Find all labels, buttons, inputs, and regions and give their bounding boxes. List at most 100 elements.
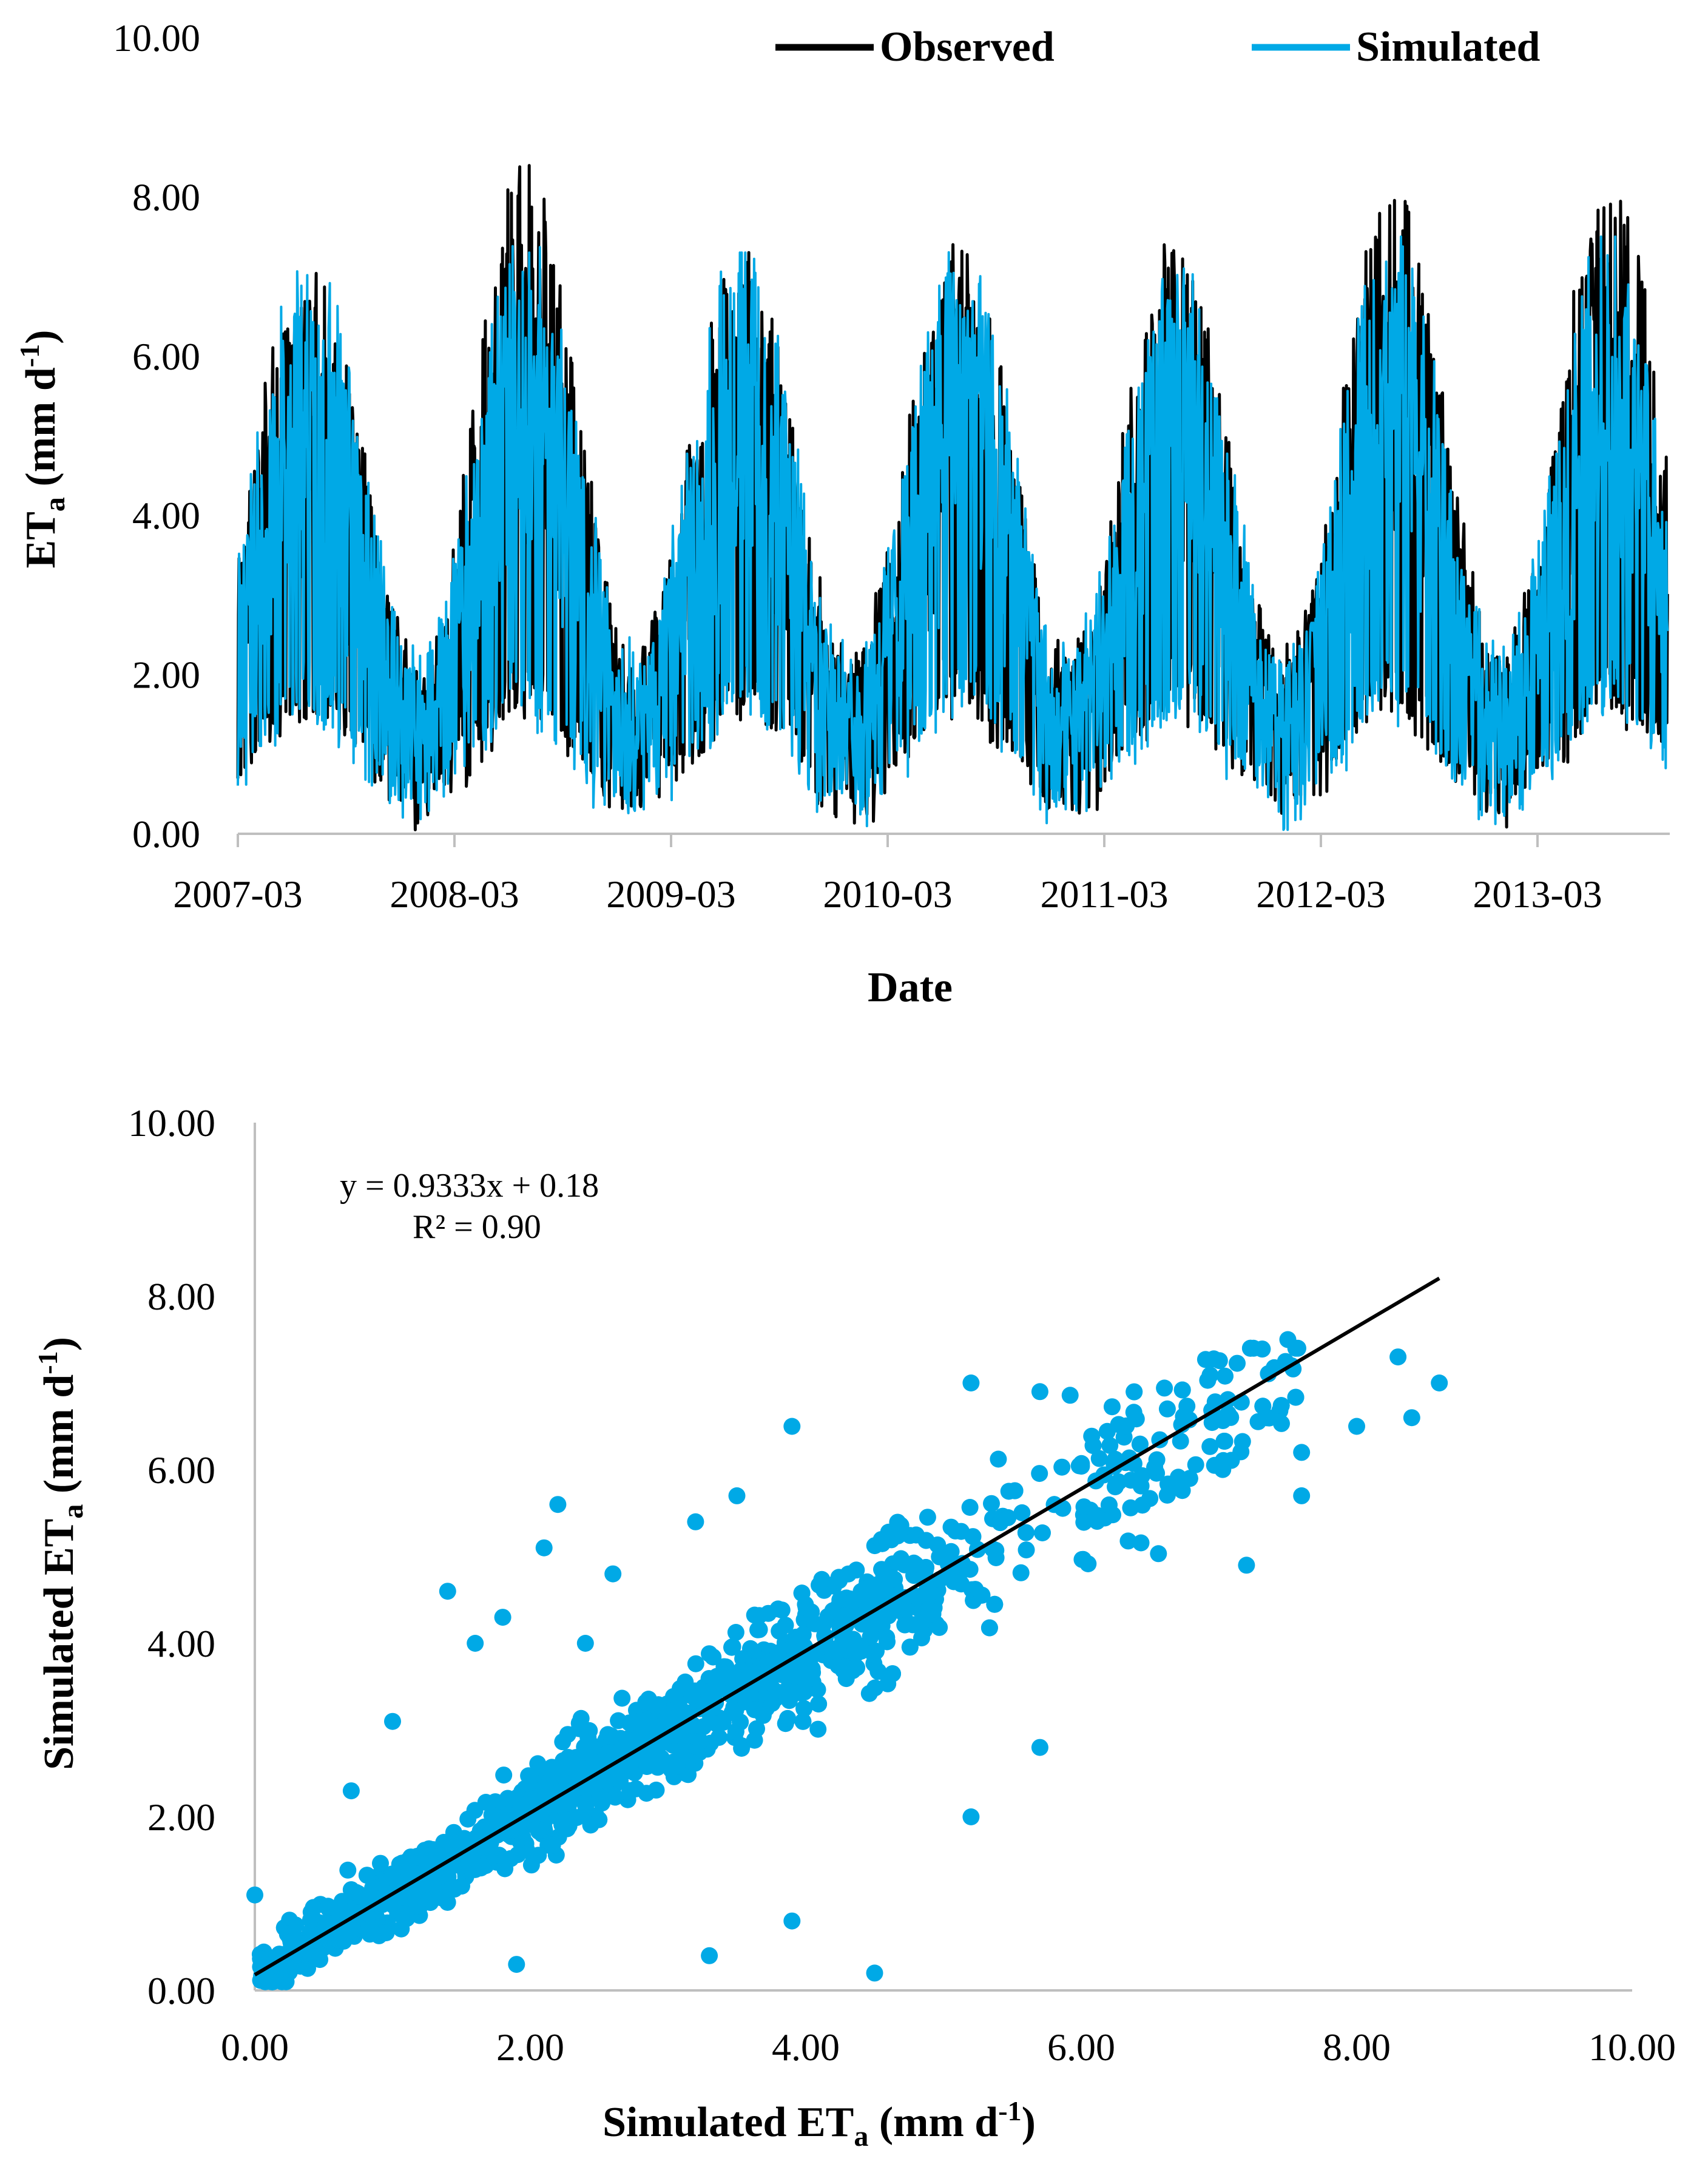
scatter-point	[783, 1912, 801, 1930]
scatter-point	[987, 1541, 1005, 1559]
scatter-point	[556, 1759, 573, 1776]
scatter-point	[1107, 1450, 1124, 1468]
scatter-point	[494, 1609, 511, 1626]
scatter-point	[1125, 1404, 1143, 1421]
scatter-point	[1238, 1557, 1255, 1574]
scatter-point	[724, 1638, 741, 1655]
scatter-point	[490, 1847, 508, 1864]
ts-y-tick-label: 0.00	[132, 813, 200, 856]
scatter-point	[1258, 1409, 1275, 1427]
sc-x-tick-label: 4.00	[772, 2026, 840, 2069]
scatter-point	[535, 1800, 552, 1818]
scatter-point	[467, 1635, 484, 1652]
scatter-point	[773, 1601, 791, 1619]
scatter-point	[606, 1741, 623, 1759]
scatter-point	[866, 1679, 884, 1697]
scatter-point	[1110, 1416, 1127, 1433]
scatter-point	[1017, 1524, 1035, 1541]
ts-x-axis-title: Date	[868, 964, 953, 1011]
ts-y-axis-title: ETa (mm d-1)	[14, 330, 71, 569]
scatter-point	[511, 1797, 529, 1815]
scatter-point	[570, 1714, 588, 1732]
scatter-point	[695, 1718, 712, 1736]
scatter-point	[783, 1418, 801, 1435]
scatter-point	[986, 1595, 1004, 1613]
ts-x-tick-label: 2008-03	[390, 873, 519, 916]
scatter-point	[1241, 1339, 1259, 1357]
scatter-point	[483, 1806, 501, 1824]
scatter-point	[432, 1889, 450, 1907]
sc-x-tick-label: 0.00	[221, 2026, 289, 2069]
scatter-point	[453, 1833, 471, 1850]
scatter-point	[803, 1603, 820, 1621]
scatter-point	[1075, 1498, 1093, 1516]
scatter-point	[668, 1758, 686, 1775]
scatter-point	[1075, 1513, 1093, 1531]
scatter-point	[1210, 1352, 1228, 1370]
scatter-point	[1187, 1456, 1204, 1473]
scatter-point	[1101, 1437, 1119, 1454]
scatter-point	[964, 1528, 982, 1546]
sc-x-tick-label: 2.00	[496, 2026, 564, 2069]
ts-legend: Observed Simulated	[775, 24, 1540, 70]
scatter-point	[1216, 1433, 1234, 1450]
scatter-point	[701, 1947, 718, 1964]
scatter-point	[700, 1670, 718, 1688]
scatter-point	[1119, 1532, 1137, 1550]
scatter-point	[567, 1749, 585, 1766]
scatter-point	[741, 1684, 759, 1702]
scatter-point	[990, 1450, 1007, 1468]
scatter-point	[394, 1905, 411, 1923]
scatter-point	[763, 1695, 781, 1712]
scatter-point	[874, 1535, 891, 1552]
ts-y-tick-label: 8.00	[132, 175, 200, 218]
scatter-point	[1403, 1409, 1420, 1427]
scatter-point	[793, 1584, 811, 1602]
scatter-point	[1132, 1534, 1150, 1552]
scatter-point	[477, 1794, 495, 1811]
scatter-point	[867, 1643, 885, 1660]
scatter-point	[862, 1628, 879, 1646]
scatter-point	[815, 1615, 832, 1633]
scatter-point	[1173, 1381, 1191, 1399]
ts-x-tick-label: 2009-03	[606, 873, 735, 916]
scatter-point	[604, 1565, 622, 1583]
sc-y-tick-label: 4.00	[147, 1622, 215, 1665]
scatter-point	[305, 1899, 322, 1916]
scatter-point	[1272, 1397, 1290, 1415]
scatter-point	[334, 1902, 352, 1919]
scatter-point	[647, 1781, 665, 1799]
scatter-point	[603, 1727, 620, 1745]
scatter-point	[962, 1808, 980, 1825]
scatter-point	[1293, 1444, 1311, 1461]
scatter-point	[751, 1607, 768, 1624]
scatter-point	[1217, 1367, 1234, 1385]
scatter-point	[677, 1673, 694, 1691]
scatter-point	[920, 1601, 937, 1618]
scatter-point	[342, 1782, 360, 1800]
scatter-point	[794, 1712, 812, 1730]
scatter-point	[591, 1788, 609, 1805]
scatter-point	[704, 1648, 722, 1666]
sc-x-tick-label: 10.00	[1588, 2026, 1676, 2069]
legend-label-simulated: Simulated	[1356, 24, 1540, 70]
scatter-point	[422, 1873, 439, 1891]
scatter-point	[632, 1712, 650, 1729]
scatter-point	[606, 1788, 624, 1806]
scatter-point	[377, 1924, 395, 1941]
scatter-point	[439, 1583, 456, 1600]
scatter-point	[282, 1933, 300, 1950]
scatter-point	[530, 1821, 548, 1839]
scatter-point	[904, 1616, 922, 1634]
sc-x-axis-title: Simulated ETa (mm d-1)	[603, 2095, 1036, 2152]
scatter-point	[845, 1592, 862, 1609]
scatter-point	[889, 1513, 906, 1531]
scatter-point	[549, 1496, 567, 1513]
scatter-point	[802, 1670, 820, 1687]
scatter-point	[1031, 1739, 1048, 1756]
ts-x-tick-label: 2011-03	[1041, 873, 1169, 916]
sc-x-tick-label: 6.00	[1047, 2026, 1115, 2069]
scatter-point	[554, 1733, 572, 1751]
scatter-point	[618, 1757, 636, 1774]
